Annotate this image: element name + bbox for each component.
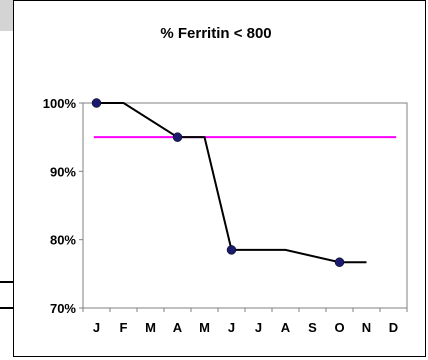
x-tick-label: F — [120, 320, 128, 335]
x-tick-label: A — [281, 320, 291, 335]
data-point — [334, 257, 345, 267]
series-line — [96, 102, 367, 264]
y-tick-label: 80% — [50, 233, 76, 248]
x-tick-label: O — [334, 320, 344, 335]
y-axis: 100% 90% 80% 70% — [43, 96, 83, 316]
x-tick-label: J — [228, 320, 235, 335]
y-tick-label: 100% — [43, 96, 77, 111]
x-tick-label: N — [362, 320, 371, 335]
x-tick-label: J — [93, 320, 100, 335]
x-tick-label: M — [199, 320, 210, 335]
edge-line-upper — [0, 281, 13, 283]
edge-line-lower — [0, 307, 13, 309]
y-tick-label: 70% — [50, 301, 76, 316]
data-point — [172, 132, 183, 142]
x-tick-label: S — [308, 320, 317, 335]
series-ferritin — [91, 98, 367, 267]
x-tick-label: D — [389, 320, 398, 335]
chart-title: % Ferritin < 800 — [160, 25, 271, 42]
x-tick-label: J — [255, 320, 262, 335]
y-tick-label: 90% — [50, 164, 76, 179]
x-tick-label: M — [145, 320, 156, 335]
data-point — [226, 245, 237, 255]
plot-area — [82, 102, 408, 309]
data-point — [91, 98, 102, 108]
corner-strip — [0, 0, 13, 31]
x-tick-label: A — [173, 320, 183, 335]
